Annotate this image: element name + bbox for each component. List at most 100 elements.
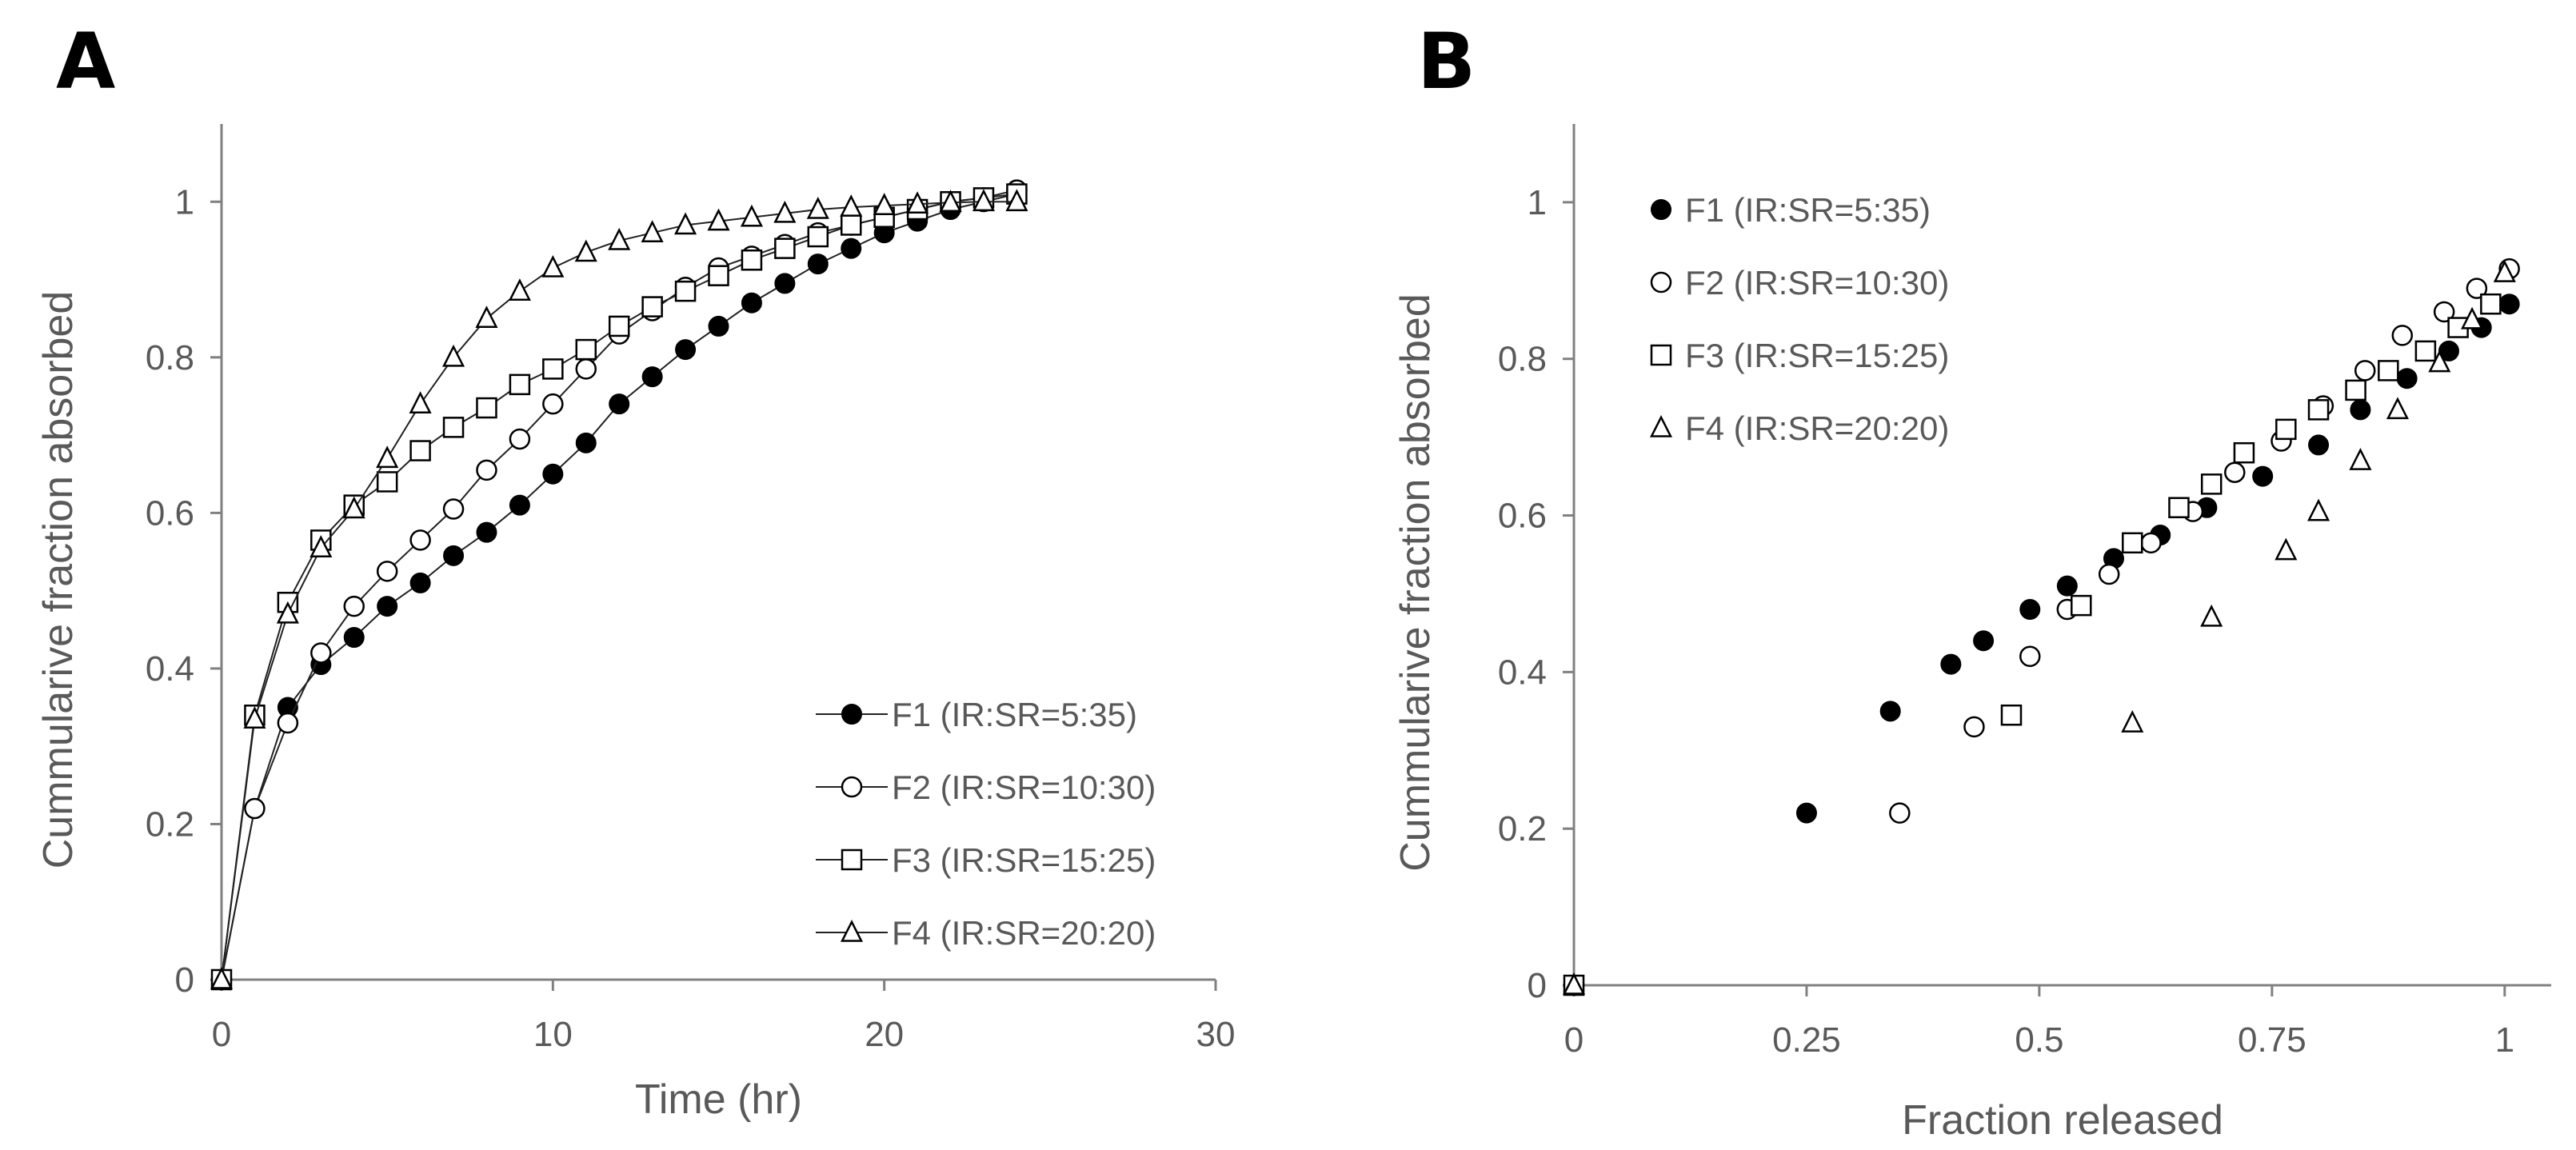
series-3-point <box>2071 594 2092 617</box>
series-3-point <box>2000 704 2023 726</box>
series-4-point <box>2428 349 2451 373</box>
y-tick-label: 0.2 <box>1498 809 1547 849</box>
legend-label: F2 (IR:SR=10:30) <box>1685 264 1949 301</box>
series-4-point <box>1562 972 1586 995</box>
y-tick-label: 0.4 <box>1498 653 1547 692</box>
legend-marker <box>1650 344 1672 366</box>
legend-item: F2 (IR:SR=10:30) <box>1650 264 1949 301</box>
series-3-point <box>608 315 630 337</box>
x-tick-label: 10 <box>533 1015 573 1054</box>
series-4-point <box>2386 397 2410 420</box>
series-1-point <box>509 494 530 516</box>
x-axis-title: Fraction released <box>1902 1097 2223 1144</box>
y-tick-label: 0.8 <box>146 338 194 377</box>
series-1-point <box>377 596 398 617</box>
series-1-point <box>2350 399 2371 421</box>
y-axis-title: Cummularive fraction absorbed <box>35 291 82 869</box>
series-2-point <box>2391 325 2414 346</box>
series-4-point <box>2461 306 2484 329</box>
series-2-point <box>2433 301 2455 323</box>
series-4-point <box>276 601 299 624</box>
y-tick-label: 0 <box>1528 966 1547 1005</box>
series-3-point <box>807 226 829 248</box>
series-3-point <box>2378 360 2399 381</box>
legend-item: F2 (IR:SR=10:30) <box>816 769 1156 806</box>
x-tick-label: 0.5 <box>2015 1020 2063 1060</box>
series-3-point <box>708 265 729 286</box>
legend-marker <box>841 704 862 725</box>
series-1-point <box>409 572 431 593</box>
series-4 <box>210 189 1028 989</box>
series-2-point <box>2098 563 2120 585</box>
series-4-point <box>972 189 995 212</box>
series-4-point <box>409 391 432 413</box>
y-tick-label: 0.8 <box>1498 340 1547 379</box>
legend-label: F2 (IR:SR=10:30) <box>892 769 1156 806</box>
series-3 <box>1563 293 2502 996</box>
series-1-point <box>774 273 796 294</box>
series-3-point <box>2414 340 2437 362</box>
series-4-point <box>939 190 962 213</box>
series-4-point <box>707 208 730 231</box>
series-4-point <box>2274 537 2298 561</box>
series-3-point <box>2122 532 2143 554</box>
legend-item: F4 (IR:SR=20:20) <box>1649 409 1949 447</box>
series-1-point <box>1973 630 1995 652</box>
x-tick-label: 30 <box>1196 1015 1236 1054</box>
series-4-point <box>906 191 929 214</box>
series-4 <box>1562 260 2516 995</box>
legend-item: F1 (IR:SR=5:35) <box>816 696 1137 733</box>
series-1-point <box>2308 434 2330 456</box>
series-2-point <box>575 358 597 380</box>
y-tick-label: 0.6 <box>1498 497 1547 536</box>
series-1-point <box>575 432 597 453</box>
series-4-point <box>674 212 697 235</box>
series-3-point <box>2275 418 2297 441</box>
series-3-point <box>575 338 597 361</box>
series-1-point <box>641 366 663 388</box>
series-4-point <box>2349 448 2372 470</box>
series-1-point <box>675 339 697 361</box>
series-2-point <box>2019 645 2041 668</box>
y-tick-label: 0.6 <box>146 493 194 533</box>
series-3-point <box>741 249 763 271</box>
series-2-point <box>277 712 299 734</box>
x-axis-title: Time (hr) <box>635 1076 802 1123</box>
series-4-point <box>2493 260 2516 282</box>
series-2-point <box>343 595 365 617</box>
series-1-point <box>2396 368 2418 389</box>
series-4-point <box>508 278 531 301</box>
legend-label: F3 (IR:SR=15:25) <box>892 841 1156 879</box>
series-2-point <box>310 642 332 664</box>
series-1-point <box>2252 465 2274 487</box>
series-4-point <box>2307 498 2330 521</box>
series-1 <box>1564 293 2520 996</box>
y-axis-title: Cummularive fraction absorbed <box>1392 293 1439 872</box>
panel-b-label: B <box>1417 17 1476 106</box>
series-1-point <box>1940 653 1962 675</box>
series-2-point <box>1963 716 1985 738</box>
legend-label: F4 (IR:SR=20:20) <box>892 914 1156 952</box>
legend-label: F1 (IR:SR=5:35) <box>892 696 1137 733</box>
series-3-point <box>674 280 697 302</box>
series-3-point <box>2200 473 2223 495</box>
legend-label: F3 (IR:SR=15:25) <box>1685 337 1949 374</box>
legend-marker <box>1650 271 1672 293</box>
series-3-point <box>542 358 564 380</box>
series-1-point <box>2019 599 2041 621</box>
legend-label: F4 (IR:SR=20:20) <box>1685 409 1949 447</box>
series-4-point <box>541 254 565 278</box>
series-2-point <box>476 459 497 481</box>
series-1-point <box>1795 802 1817 824</box>
series-3-point <box>2480 293 2502 315</box>
series-4-point <box>608 227 631 250</box>
series-2-point <box>2354 360 2376 381</box>
series-3-point <box>509 373 531 396</box>
panel-b: B 0 0.2 0.4 0.6 0.8 1 0 0.25 0.5 0.75 1 Fraction re… <box>1392 17 2551 1144</box>
legend: F1 (IR:SR=5:35) F2 (IR:SR=10:30) F3 (IR:SR… <box>816 696 1156 952</box>
series-4-point <box>773 200 797 223</box>
series-1-point <box>443 545 465 566</box>
series-2-point <box>1889 802 1911 824</box>
series-3-point <box>2233 441 2255 464</box>
